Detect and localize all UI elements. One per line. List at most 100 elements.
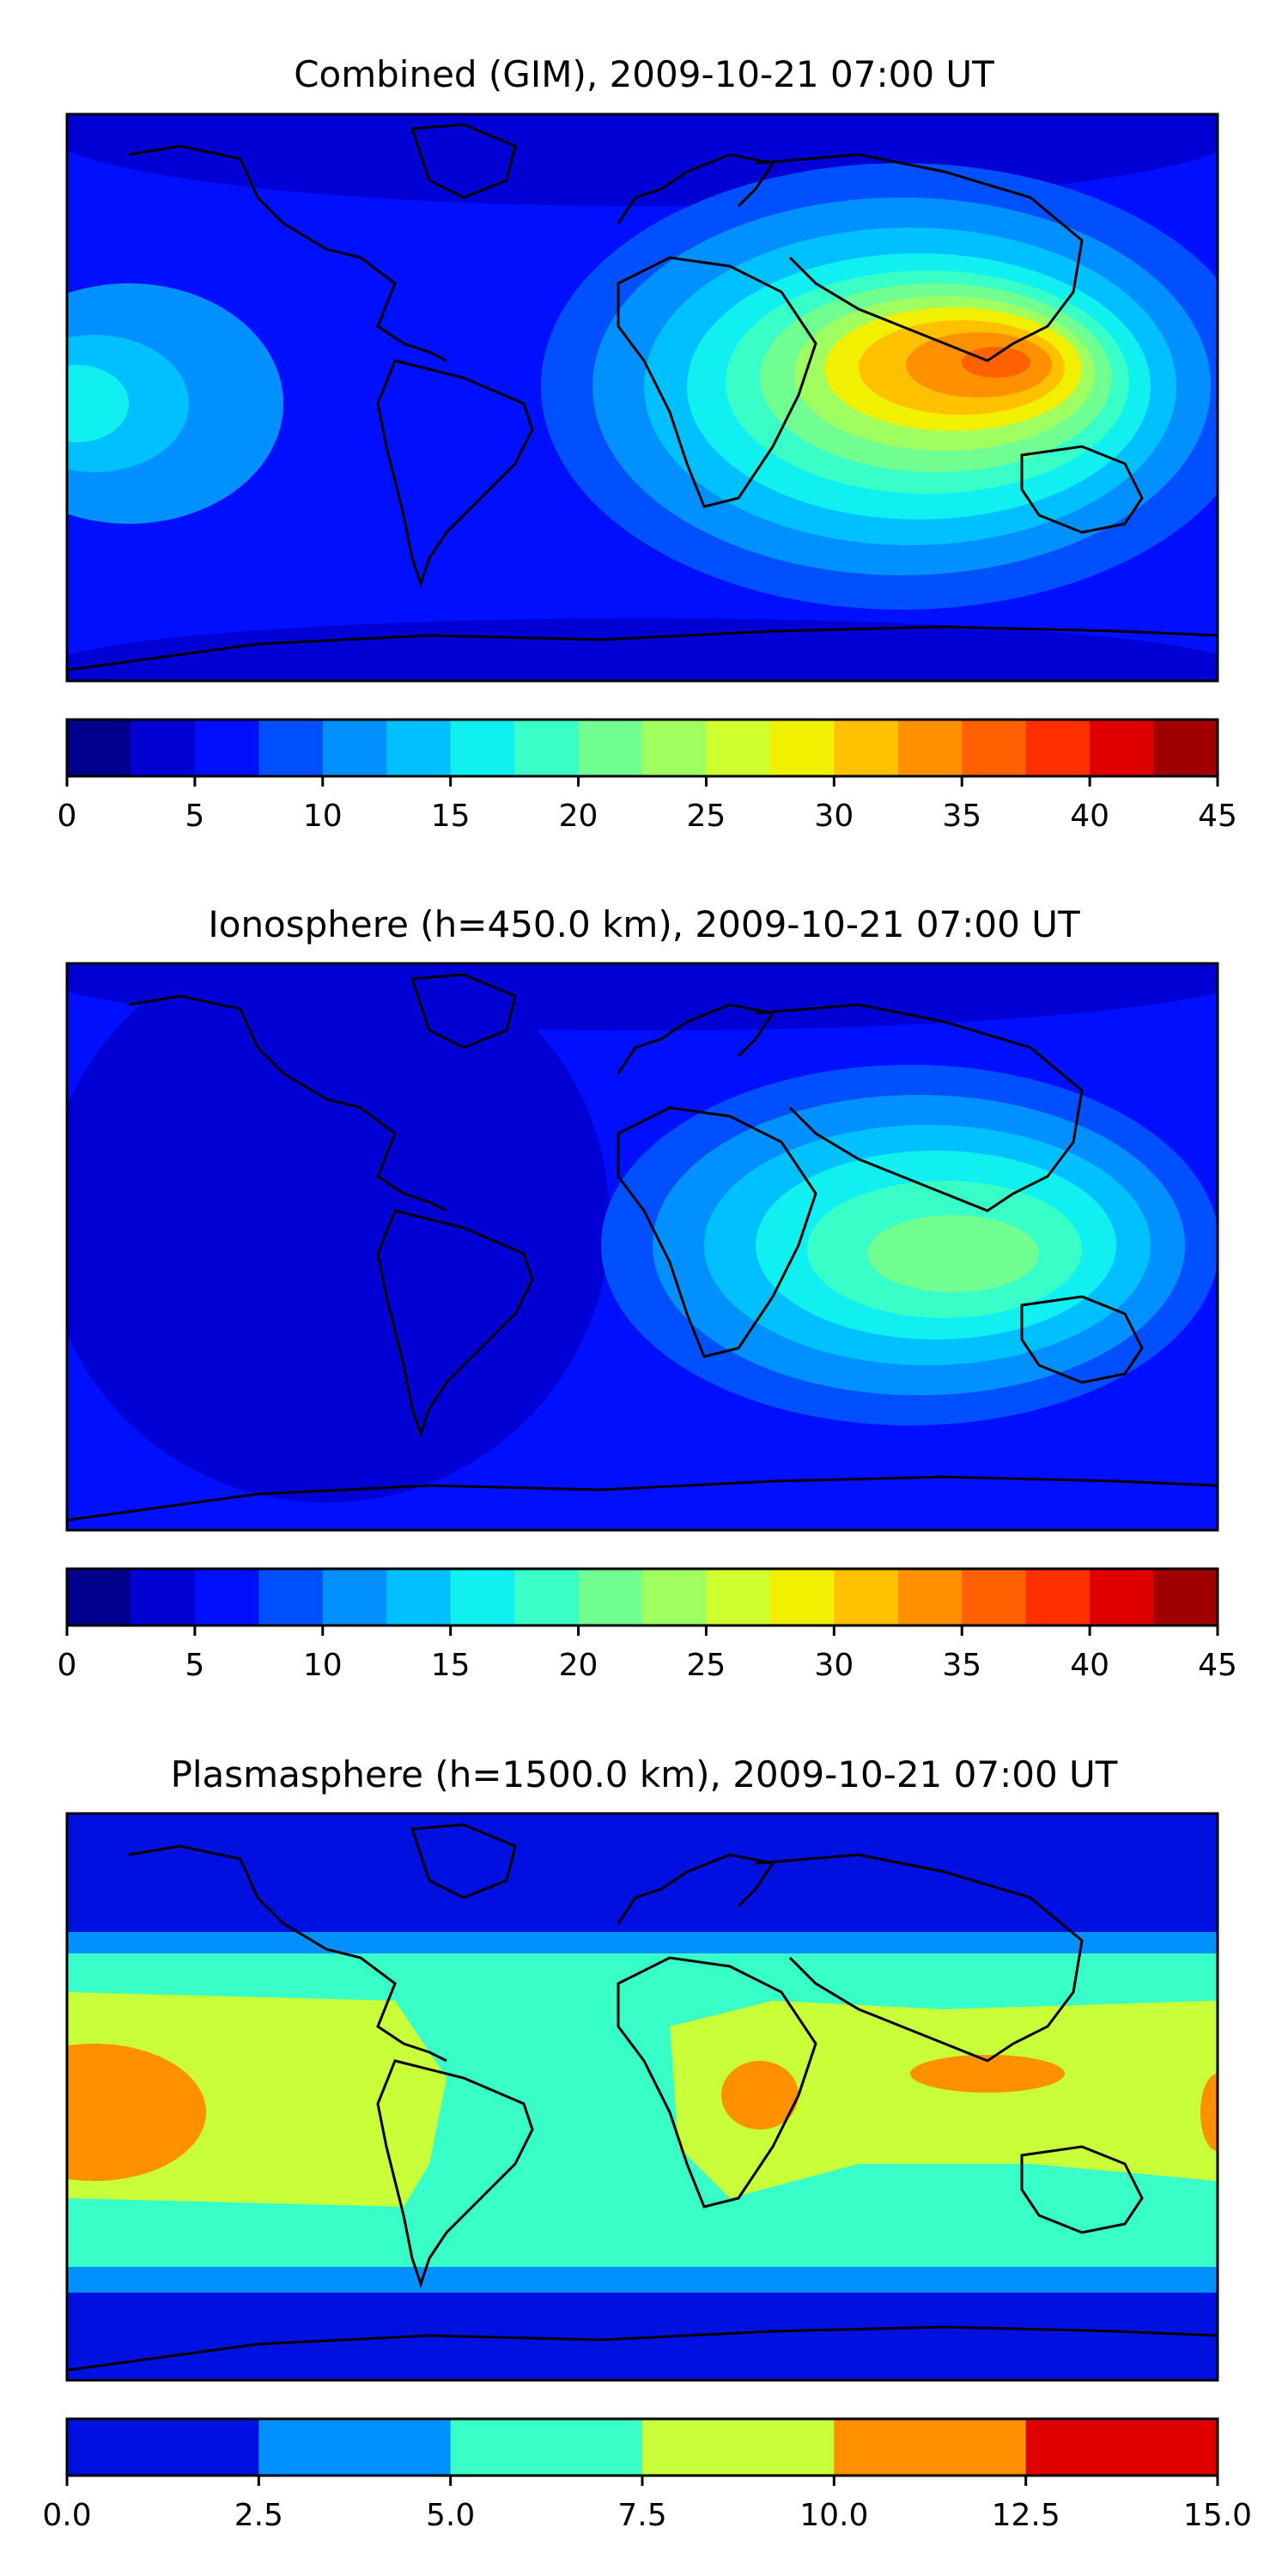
coastlines	[68, 1823, 1218, 2372]
contour-level-10-pacific	[67, 2044, 206, 2181]
colorbar-swatch	[769, 720, 835, 776]
colorbar-swatch	[1025, 1569, 1091, 1625]
colorbar-swatches	[67, 720, 1218, 776]
colorbar-swatch	[642, 720, 707, 776]
contour-map	[67, 1814, 1218, 2380]
contour-level-americas	[67, 963, 610, 1503]
contour-level-10-asia	[910, 2055, 1065, 2093]
colorbar-swatch	[67, 1569, 131, 1625]
colorbar-swatch	[1153, 1569, 1218, 1625]
map-figure: 0 5 10 15 20 25 30 35 40 45	[58, 112, 1237, 834]
colorbar-swatches	[67, 1569, 1218, 1625]
map-frame	[65, 1812, 1219, 2382]
colorbar-tick-label: 45	[1198, 1648, 1237, 1683]
panel-title: Combined (GIM), 2009-10-21 07:00 UT	[294, 53, 994, 95]
south-america-coast	[376, 359, 534, 588]
colorbar-swatch	[131, 720, 196, 776]
colorbar-swatch	[322, 720, 387, 776]
colorbar-swatch	[386, 1569, 452, 1625]
colorbar-swatch	[897, 720, 963, 776]
colorbar-tick-label: 0	[58, 799, 77, 834]
south-america-coast	[376, 2059, 534, 2288]
north-america-coast	[128, 1844, 447, 2063]
colorbar-tick-label: 7.5	[617, 2498, 666, 2533]
colorbar-tick-label: 5.0	[426, 2498, 475, 2533]
south-america-coast	[376, 1209, 534, 1438]
colorbar-tick-label: 40	[1070, 1648, 1109, 1683]
colorbar-tick-label: 45	[1198, 799, 1237, 834]
contour-level-south-cap	[67, 618, 1218, 681]
colorbar-swatch	[962, 720, 1027, 776]
africa-coast	[617, 1106, 817, 1358]
asia-coast	[755, 153, 1084, 362]
panel-ionosphere: Ionosphere (h=450.0 km), 2009-10-21 07:0…	[0, 859, 1288, 1717]
contour-level-7-5-east	[670, 2001, 1218, 2198]
panel-title: Ionosphere (h=450.0 km), 2009-10-21 07:0…	[208, 903, 1080, 945]
colorbar: 0.0 2.5 5.0 7.5 10.0 12.5 15.0	[42, 2417, 1252, 2533]
colorbar-frame	[65, 1567, 1219, 1627]
colorbar-tick-label: 20	[559, 1648, 598, 1683]
colorbar-swatch	[514, 1569, 580, 1625]
colorbar-swatch	[642, 2419, 835, 2476]
colorbar-tick-label: 5	[185, 1648, 204, 1683]
colorbar-tick-label: 10	[303, 799, 343, 834]
map-figure: 0.0 2.5 5.0 7.5 10.0 12.5 15.0	[42, 1812, 1252, 2533]
colorbar-tick-label: 25	[687, 1648, 726, 1683]
colorbar-tick-label: 12.5	[992, 2498, 1060, 2533]
colorbar-tick-label: 10.0	[799, 2498, 868, 2533]
colorbar-tick-label: 15	[431, 1648, 471, 1683]
colorbar-swatch	[258, 720, 324, 776]
colorbar-swatch	[1153, 720, 1218, 776]
australia-coast	[1020, 1295, 1144, 1384]
colorbar-swatch	[706, 1569, 771, 1625]
colorbar-swatch	[1090, 720, 1155, 776]
colorbar-swatch	[834, 2419, 1027, 2476]
contour-level-10-africa	[721, 2061, 799, 2129]
colorbar-swatch	[258, 2419, 452, 2476]
contour-level-north-cap	[67, 963, 1218, 1030]
antarctica-coast	[68, 1475, 1218, 1522]
contour-level-22	[867, 1215, 1039, 1292]
colorbar-tick-label: 20	[559, 799, 598, 834]
colorbar-swatch	[194, 720, 259, 776]
colorbar-swatch	[769, 1569, 835, 1625]
colorbar-swatch	[386, 720, 452, 776]
antarctica-coast	[68, 625, 1218, 671]
colorbar-swatch	[67, 2419, 259, 2476]
colorbar-ticks: 0.0 2.5 5.0 7.5 10.0 12.5 15.0	[42, 2476, 1252, 2533]
colorbar-swatch	[450, 720, 515, 776]
contour-map	[67, 963, 1218, 1530]
panel-title: Plasmasphere (h=1500.0 km), 2009-10-21 0…	[170, 1753, 1118, 1795]
colorbar-swatch	[514, 720, 580, 776]
colorbar-tick-label: 10	[303, 1648, 343, 1683]
asia-coast	[755, 1853, 1084, 2063]
north-america-coast	[128, 994, 447, 1212]
colorbar-swatch	[322, 1569, 387, 1625]
coastlines	[68, 973, 1218, 1522]
contour-level-north-cap	[67, 114, 1218, 206]
colorbar-tick-label: 0.0	[42, 2498, 91, 2533]
colorbar-tick-label: 35	[942, 1648, 981, 1683]
colorbar-tick-label: 0	[58, 1648, 77, 1683]
greenland-coast	[410, 123, 517, 199]
colorbar-swatch	[1025, 2419, 1218, 2476]
colorbar-ticks: 0 5 10 15 20 25 30 35 40 45	[58, 776, 1237, 834]
greenland-coast	[410, 973, 517, 1049]
africa-coast	[617, 256, 817, 508]
asia-coast	[755, 1003, 1084, 1212]
colorbar-tick-label: 2.5	[234, 2498, 283, 2533]
colorbar-swatch	[897, 1569, 963, 1625]
colorbar-swatch	[706, 720, 771, 776]
coastlines	[68, 123, 1218, 671]
map-frame	[65, 112, 1219, 683]
europe-coast	[617, 1853, 775, 1924]
contour-map	[67, 114, 1218, 681]
colorbar-tick-label: 30	[814, 799, 854, 834]
colorbar-tick-label: 40	[1070, 799, 1109, 834]
europe-coast	[617, 1003, 775, 1074]
colorbar-swatch	[578, 1569, 643, 1625]
colorbar-ticks: 0 5 10 15 20 25 30 35 40 45	[58, 1625, 1237, 1683]
colorbar-tick-label: 25	[687, 799, 726, 834]
contour-level-pacific-west-core	[67, 365, 129, 442]
europe-coast	[617, 153, 775, 224]
